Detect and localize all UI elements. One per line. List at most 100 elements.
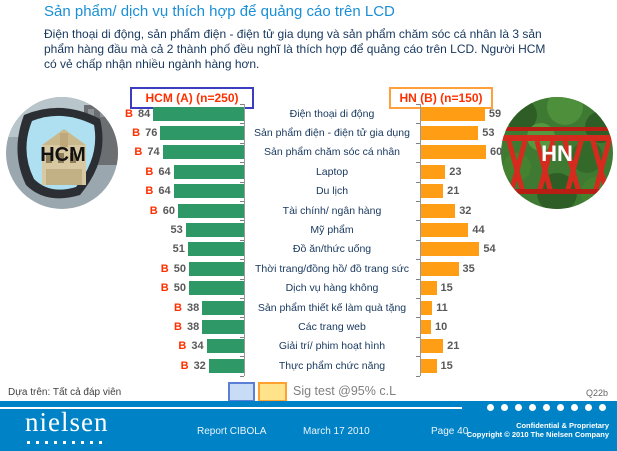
- hn-bar: [420, 223, 469, 238]
- hn-bar: [420, 261, 459, 276]
- hcm-sig-flag: B: [173, 301, 185, 314]
- hcm-sig-flag: B: [145, 185, 157, 198]
- hcm-value-label: B 34: [178, 340, 204, 353]
- axis-tick: [240, 201, 244, 202]
- hn-value-label: 53: [482, 127, 495, 140]
- hn-bar: [420, 106, 485, 121]
- hn-cell: 35: [420, 259, 545, 278]
- axis-tick: [240, 220, 244, 222]
- axis-tick: [240, 162, 244, 164]
- hcm-cell: B 74: [125, 143, 244, 162]
- hn-value-label: 32: [459, 204, 472, 217]
- hcm-cell: B 38: [125, 317, 244, 336]
- axis-tick: [416, 162, 420, 164]
- hn-bar: [420, 339, 444, 354]
- chart-row: B 38 Sản phẩm thiết kế làm quà tặng 11: [125, 298, 545, 317]
- hcm-cell: B 34: [125, 337, 244, 356]
- category-label: Đồ ăn/thức uống: [292, 243, 372, 256]
- footer-bar: nielsen Report CIBOLA March 17 2010 Page…: [0, 401, 617, 451]
- hcm-value-label: B 38: [173, 320, 200, 333]
- hn-bar: [420, 300, 433, 315]
- hn-bar: [420, 164, 446, 179]
- hn-series-header: HN (B) (n=150): [389, 87, 493, 109]
- hcm-bar: [202, 319, 244, 334]
- axis-tick: [240, 259, 244, 261]
- hcm-axis-line: [244, 104, 245, 376]
- hcm-value-label: B 84: [125, 107, 151, 120]
- category-label: Laptop: [315, 165, 349, 178]
- hcm-bar: [173, 164, 244, 179]
- footer-date: March 17 2010: [303, 426, 370, 437]
- hcm-value-label: B 64: [145, 165, 171, 178]
- footer-page-number: Page 40: [431, 426, 469, 437]
- hcm-bar: [189, 261, 244, 276]
- question-code: Q22b: [586, 388, 609, 398]
- hcm-value-label: 53: [170, 224, 183, 237]
- axis-tick: [416, 356, 420, 358]
- hn-bar: [420, 319, 431, 334]
- chart-row: 53 Mỹ phẩm 44: [125, 220, 545, 239]
- axis-tick: [240, 181, 244, 183]
- hcm-value-label: B 50: [160, 262, 186, 275]
- hcm-bar: [173, 184, 244, 199]
- chart-row: 51 Đồ ăn/thức uống 54: [125, 240, 545, 259]
- hcm-cell: B 76: [125, 123, 244, 142]
- footer-confidential-line2: Copyright © 2010 The Nielsen Company: [466, 430, 609, 439]
- hn-cell: 60: [420, 143, 545, 162]
- category-label: Dịch vụ hàng không: [285, 282, 379, 295]
- hn-value-label: 11: [436, 301, 448, 314]
- axis-tick: [240, 239, 244, 241]
- hcm-cell: 53: [125, 220, 244, 239]
- hn-cell: 21: [420, 182, 545, 201]
- hn-value-label: 21: [447, 185, 460, 198]
- axis-tick: [416, 239, 420, 241]
- chart-row: B 74 Sản phẩm chăm sóc cá nhân 60: [125, 143, 545, 162]
- hcm-cell: B 50: [125, 279, 244, 298]
- axis-tick: [416, 123, 420, 125]
- hcm-value-label: B 60: [149, 204, 175, 217]
- axis-tick: [416, 259, 420, 261]
- hn-cell: 23: [420, 162, 545, 181]
- hcm-value-label: B 50: [160, 282, 186, 295]
- hcm-sig-flag: B: [178, 340, 190, 353]
- hcm-bar: [208, 358, 244, 373]
- hcm-bar: [160, 126, 244, 141]
- hn-value-label: 60: [490, 146, 503, 159]
- hcm-value-label: B 38: [173, 301, 200, 314]
- axis-tick: [240, 298, 244, 299]
- hcm-cell: B 84: [125, 104, 244, 123]
- hcm-bar: [178, 203, 244, 218]
- category-label: Các trang web: [298, 320, 366, 333]
- hcm-sig-flag: B: [160, 282, 172, 295]
- hn-axis-line: [420, 104, 421, 376]
- hcm-sig-flag: B: [180, 359, 192, 372]
- footer-report-name: Report CIBOLA: [197, 426, 267, 437]
- hn-value-label: 44: [472, 224, 485, 237]
- axis-tick: [416, 142, 420, 144]
- chart-row: B 84 Điện thoại di động 59: [125, 104, 545, 123]
- chart-row: B 50 Thời trang/đồng hồ/ đồ trang sức 35: [125, 259, 545, 278]
- hn-value-label: 59: [488, 107, 502, 120]
- hcm-cell: B 38: [125, 298, 244, 317]
- hn-cell: 11: [420, 298, 545, 317]
- chart-row: B 32 Thực phẩm chức năng 15: [125, 356, 545, 375]
- hn-cell: 15: [420, 356, 545, 375]
- axis-tick: [240, 123, 244, 125]
- footer-divider-line: [0, 407, 462, 409]
- hcm-bar: [187, 242, 244, 257]
- hcm-photo-graphic: HCM: [6, 97, 118, 209]
- axis-tick: [240, 336, 244, 338]
- axis-tick: [240, 142, 244, 144]
- hn-cell: 32: [420, 201, 545, 220]
- hcm-value-label: B 32: [180, 359, 206, 372]
- hn-value-label: 10: [435, 320, 448, 333]
- hcm-bar: [162, 145, 244, 160]
- hcm-sig-flag: B: [149, 204, 161, 217]
- axis-tick: [416, 317, 420, 319]
- category-label: Mỹ phẩm: [310, 224, 354, 237]
- hcm-sig-flag: B: [132, 127, 144, 140]
- hn-bar: [420, 126, 479, 141]
- category-label: Thực phẩm chức năng: [278, 359, 386, 372]
- chart-row: B 60 Tài chính/ ngân hàng 32: [125, 201, 545, 220]
- svg-text:HCM: HCM: [40, 144, 86, 166]
